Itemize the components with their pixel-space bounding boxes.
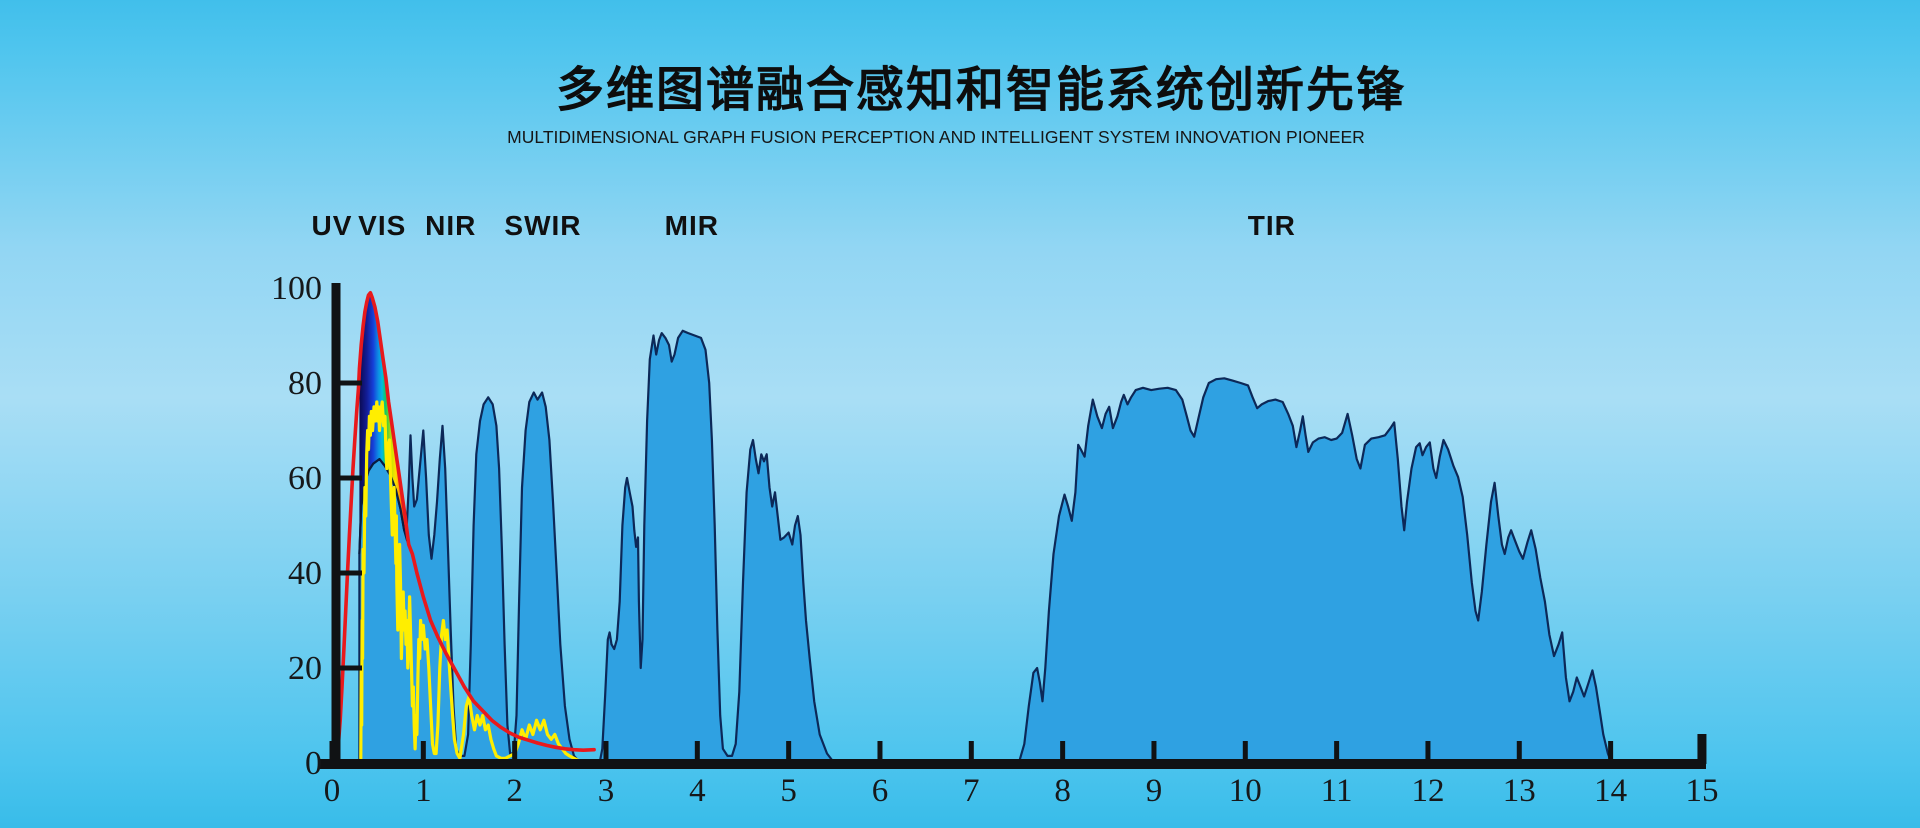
x-tick-label: 0 (324, 773, 341, 809)
x-tick-label: 3 (598, 773, 615, 809)
x-tick-label: 4 (689, 773, 706, 809)
x-tick-label: 10 (1229, 773, 1262, 809)
x-tick-label: 9 (1146, 773, 1163, 809)
band-label-swir: SWIR (504, 210, 582, 241)
transmission-area (358, 329, 1613, 765)
y-tick-label: 0 (305, 745, 322, 782)
band-label-tir: TIR (1247, 210, 1296, 241)
x-tick-label: 5 (780, 773, 797, 809)
page-subtitle: MULTIDIMENSIONAL GRAPH FUSION PERCEPTION… (507, 127, 1365, 147)
y-tick-label: 20 (288, 650, 322, 687)
x-tick-label: 1 (415, 773, 432, 809)
x-tick-label: 8 (1054, 773, 1071, 809)
y-tick-label: 80 (288, 365, 322, 402)
x-tick-label: 15 (1685, 773, 1718, 809)
blackbody-curve (336, 291, 596, 752)
x-tick-label: 11 (1321, 773, 1353, 809)
y-tick-label: 100 (271, 270, 322, 307)
x-tick-label: 12 (1411, 773, 1444, 809)
band-label-vis: VIS (358, 210, 407, 241)
x-tick-label: 7 (963, 773, 980, 809)
band-label-nir: NIR (425, 210, 477, 241)
band-label-uv: UV (311, 210, 353, 241)
y-tick-label: 40 (288, 555, 322, 592)
x-tick-label: 6 (872, 773, 889, 809)
y-tick-label: 60 (288, 460, 322, 497)
x-tick-label: 2 (506, 773, 523, 809)
x-tick-label: 13 (1503, 773, 1536, 809)
solar-ground-curve (359, 400, 581, 763)
page-title: 多维图谱融合感知和智能系统创新先锋 (555, 64, 1407, 117)
band-label-mir: MIR (664, 210, 719, 241)
x-tick-label: 14 (1594, 773, 1627, 809)
